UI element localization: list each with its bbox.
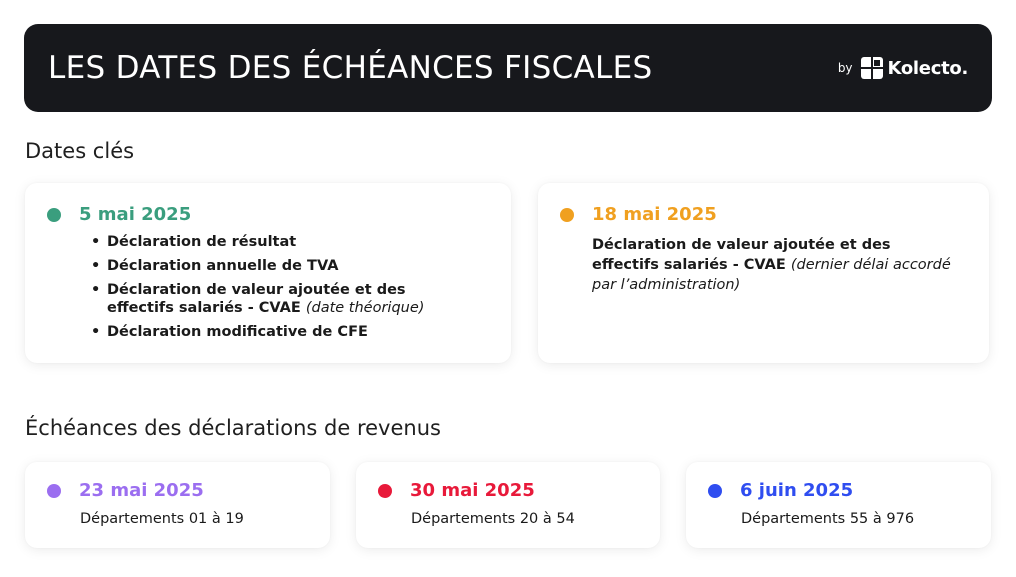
income-card-2: 30 mai 2025 Départements 20 à 54 (356, 462, 660, 548)
brand-name: Kolecto. (887, 57, 969, 79)
list-item: Déclaration de résultat (91, 233, 471, 251)
date-dot (47, 207, 61, 222)
key-date-card-1: 5 mai 2025 Déclaration de résultat Décla… (25, 183, 511, 363)
date-dot (560, 207, 574, 222)
date-label: 30 mai 2025 (410, 480, 535, 501)
brand-by: by (837, 61, 853, 75)
declaration-description: Déclaration de valeur ajoutée et des eff… (592, 237, 951, 293)
departments-label: Départements 20 à 54 (411, 511, 575, 527)
date-label: 23 mai 2025 (79, 480, 204, 501)
date-label: 6 juin 2025 (740, 480, 854, 501)
page-title: LES DATES DES ÉCHÉANCES FISCALES (48, 50, 653, 86)
key-date-card-2: 18 mai 2025 Déclaration de valeur ajouté… (538, 183, 989, 363)
kolecto-logo-icon (860, 57, 883, 79)
section-title-income: Échéances des déclarations de revenus (25, 416, 441, 440)
header-banner: LES DATES DES ÉCHÉANCES FISCALES by Kole… (24, 24, 992, 112)
departments-label: Départements 01 à 19 (80, 511, 244, 527)
brand: by Kolecto. (838, 57, 968, 79)
section-title-key-dates: Dates clés (25, 139, 135, 163)
income-card-3: 6 juin 2025 Départements 55 à 976 (686, 462, 991, 548)
income-card-1: 23 mai 2025 Départements 01 à 19 (25, 462, 330, 548)
date-label: 18 mai 2025 (592, 204, 717, 225)
list-item: Déclaration de valeur ajoutée et des eff… (91, 281, 471, 317)
departments-label: Départements 55 à 976 (741, 511, 915, 527)
date-dot (708, 483, 722, 498)
declaration-list: Déclaration de résultat Déclaration annu… (91, 233, 489, 341)
list-item: Déclaration modificative de CFE (91, 323, 471, 341)
list-item: Déclaration annuelle de TVA (91, 257, 471, 275)
date-dot (47, 483, 61, 498)
date-label: 5 mai 2025 (79, 204, 192, 225)
date-dot (378, 483, 392, 498)
